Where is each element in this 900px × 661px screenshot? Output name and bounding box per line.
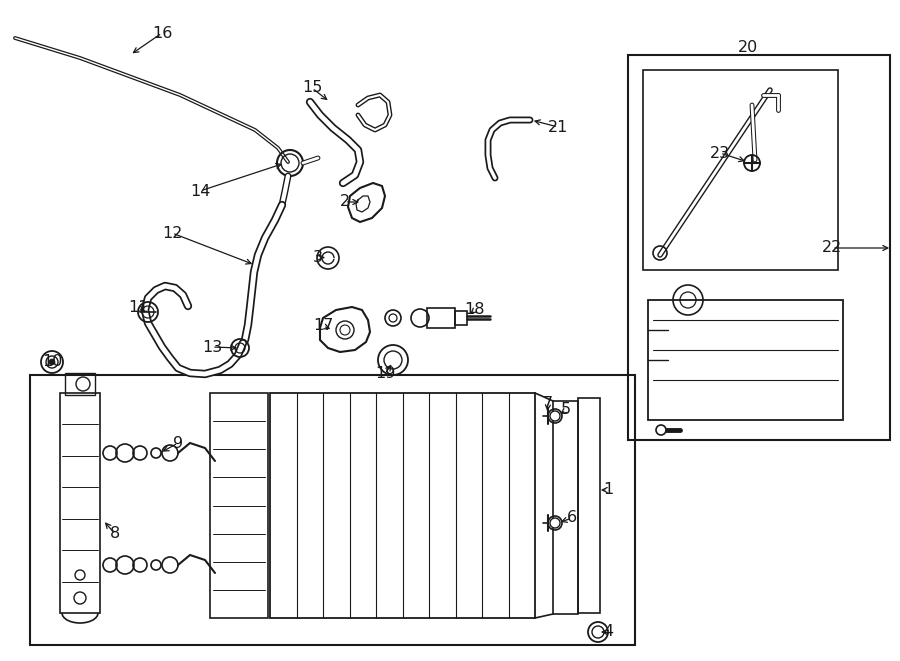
Text: 18: 18 [464,303,485,317]
Bar [455,311,467,325]
Text: 8: 8 [110,527,120,541]
Text: 22: 22 [822,241,842,256]
Text: 7: 7 [543,397,553,412]
Bar [270,393,535,618]
Text: 12: 12 [162,225,182,241]
Text: 4: 4 [603,625,613,639]
Bar [60,393,100,613]
Bar [553,401,578,614]
Bar [210,393,268,618]
Bar [648,300,843,420]
Text: 17: 17 [313,319,333,334]
Text: 11: 11 [128,301,148,315]
Text: 21: 21 [548,120,568,134]
Circle shape [49,359,55,365]
Text: 2: 2 [340,194,350,210]
Circle shape [656,425,666,435]
Bar [578,398,600,613]
Bar [643,70,838,270]
Text: 9: 9 [173,436,183,451]
Circle shape [550,411,560,421]
Text: 15: 15 [302,81,322,95]
Bar [427,308,455,328]
Text: 1: 1 [603,483,613,498]
Text: 13: 13 [202,340,222,354]
Text: 20: 20 [738,40,758,54]
Text: 3: 3 [313,249,323,264]
Bar [65,373,95,395]
Bar [30,375,635,645]
Text: 23: 23 [710,145,730,161]
Text: 19: 19 [374,366,395,381]
Text: 5: 5 [561,403,572,418]
Text: 16: 16 [152,26,172,40]
Circle shape [550,518,560,528]
Text: 6: 6 [567,510,577,525]
Polygon shape [320,307,370,352]
Text: 14: 14 [190,184,211,198]
Text: 10: 10 [41,354,62,369]
Bar [628,55,890,440]
Polygon shape [348,183,385,222]
